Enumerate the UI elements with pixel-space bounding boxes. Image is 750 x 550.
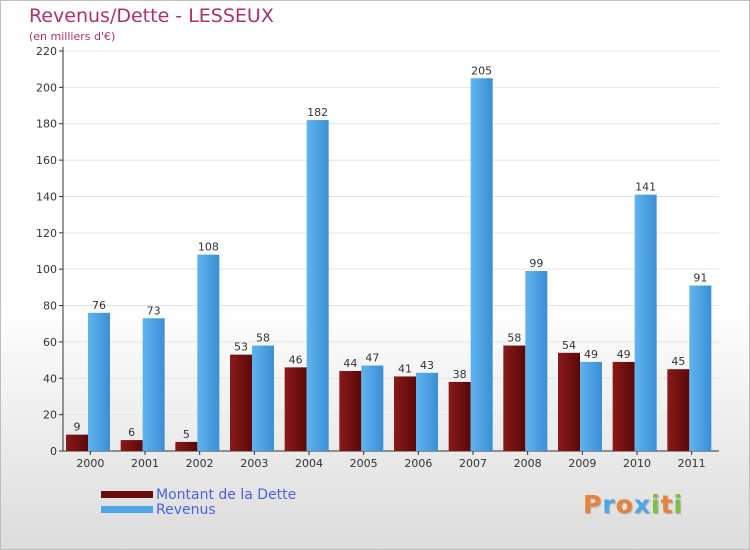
- legend: Montant de la Dette Revenus: [101, 486, 297, 518]
- data-label-revenus: 43: [420, 359, 434, 372]
- legend-swatch-dette: [101, 491, 153, 498]
- logo-letter: x: [633, 490, 651, 519]
- bar-dette: [448, 381, 471, 451]
- bar-dette: [339, 371, 362, 451]
- data-label-revenus: 141: [635, 181, 656, 194]
- y-tick-label: 220: [36, 45, 57, 58]
- bar-revenus: [689, 285, 712, 451]
- x-tick-label: 2005: [350, 457, 378, 470]
- logo-letter: i: [673, 490, 684, 519]
- y-tick-label: 0: [50, 445, 57, 458]
- logo-letter: o: [615, 490, 634, 519]
- legend-item-revenus: Revenus: [101, 501, 296, 518]
- chart-subtitle: (en milliers d'€): [29, 30, 116, 43]
- proxiti-logo: Proxiti: [583, 490, 683, 519]
- y-tick-label: 200: [36, 81, 57, 94]
- data-label-dette: 49: [617, 348, 631, 361]
- x-tick-label: 2008: [514, 457, 542, 470]
- y-tick-label: 60: [43, 336, 57, 349]
- data-label-revenus: 73: [147, 304, 161, 317]
- x-tick-label: 2000: [76, 457, 104, 470]
- data-label-dette: 9: [74, 421, 81, 434]
- bar-revenus: [470, 78, 493, 451]
- x-tick-label: 2010: [623, 457, 651, 470]
- data-label-revenus: 182: [307, 106, 328, 119]
- data-label-dette: 44: [343, 357, 357, 370]
- data-label-dette: 46: [289, 353, 303, 366]
- bar-revenus: [197, 254, 220, 451]
- logo-letter: i: [651, 490, 661, 519]
- bar-revenus: [142, 318, 165, 451]
- data-label-dette: 54: [562, 339, 576, 352]
- x-tick-label: 2007: [459, 457, 487, 470]
- y-tick-label: 20: [43, 409, 57, 422]
- data-label-revenus: 108: [198, 241, 219, 254]
- data-label-dette: 45: [671, 355, 685, 368]
- y-tick-label: 120: [36, 227, 57, 240]
- bar-revenus: [361, 365, 384, 451]
- bar-dette: [558, 352, 580, 451]
- bar-revenus: [252, 345, 274, 451]
- bar-dette: [66, 434, 88, 451]
- x-tick-label: 2006: [404, 457, 432, 470]
- bar-revenus: [416, 372, 438, 451]
- data-label-revenus: 205: [471, 64, 492, 77]
- data-label-revenus: 58: [256, 332, 270, 345]
- data-label-dette: 38: [453, 368, 467, 381]
- y-tick-label: 160: [36, 154, 57, 167]
- bar-revenus: [306, 120, 329, 451]
- data-label-revenus: 76: [92, 299, 106, 312]
- data-label-dette: 6: [128, 426, 135, 439]
- data-label-revenus: 91: [693, 272, 707, 285]
- bar-dette: [394, 376, 416, 451]
- data-label-revenus: 99: [529, 257, 543, 270]
- logo-letter: P: [583, 490, 603, 519]
- logo-letter: r: [602, 490, 616, 519]
- data-label-revenus: 49: [584, 348, 598, 361]
- y-tick-label: 180: [36, 118, 57, 131]
- x-tick-label: 2004: [295, 457, 323, 470]
- bar-dette: [503, 345, 526, 451]
- y-tick-label: 100: [36, 263, 57, 276]
- bar-dette: [612, 361, 635, 451]
- bar-revenus: [88, 312, 110, 451]
- data-label-dette: 5: [183, 428, 190, 441]
- data-label-dette: 41: [398, 362, 412, 375]
- logo-letter: t: [660, 490, 674, 519]
- bar-dette: [230, 354, 252, 451]
- bar-revenus: [525, 271, 548, 451]
- chart-title: Revenus/Dette - LESSEUX: [29, 5, 274, 27]
- bar-dette: [284, 367, 307, 451]
- bar-dette: [120, 440, 143, 451]
- bar-dette: [667, 369, 690, 451]
- legend-label-revenus: Revenus: [156, 501, 216, 518]
- legend-swatch-revenus: [101, 506, 153, 513]
- x-tick-label: 2011: [678, 457, 706, 470]
- bar-revenus: [634, 194, 657, 452]
- data-label-dette: 58: [507, 332, 521, 345]
- bar-dette: [175, 441, 198, 451]
- x-tick-label: 2009: [568, 457, 596, 470]
- bar-revenus: [580, 361, 602, 451]
- legend-item-dette: Montant de la Dette: [101, 486, 297, 503]
- x-tick-label: 2001: [131, 457, 159, 470]
- legend-label-dette: Montant de la Dette: [156, 486, 297, 503]
- y-tick-label: 40: [43, 372, 57, 385]
- data-label-dette: 53: [234, 341, 248, 354]
- x-tick-label: 2003: [240, 457, 268, 470]
- y-tick-label: 140: [36, 190, 57, 203]
- data-label-revenus: 47: [365, 352, 379, 365]
- y-tick-label: 80: [43, 300, 57, 313]
- x-tick-label: 2002: [186, 457, 214, 470]
